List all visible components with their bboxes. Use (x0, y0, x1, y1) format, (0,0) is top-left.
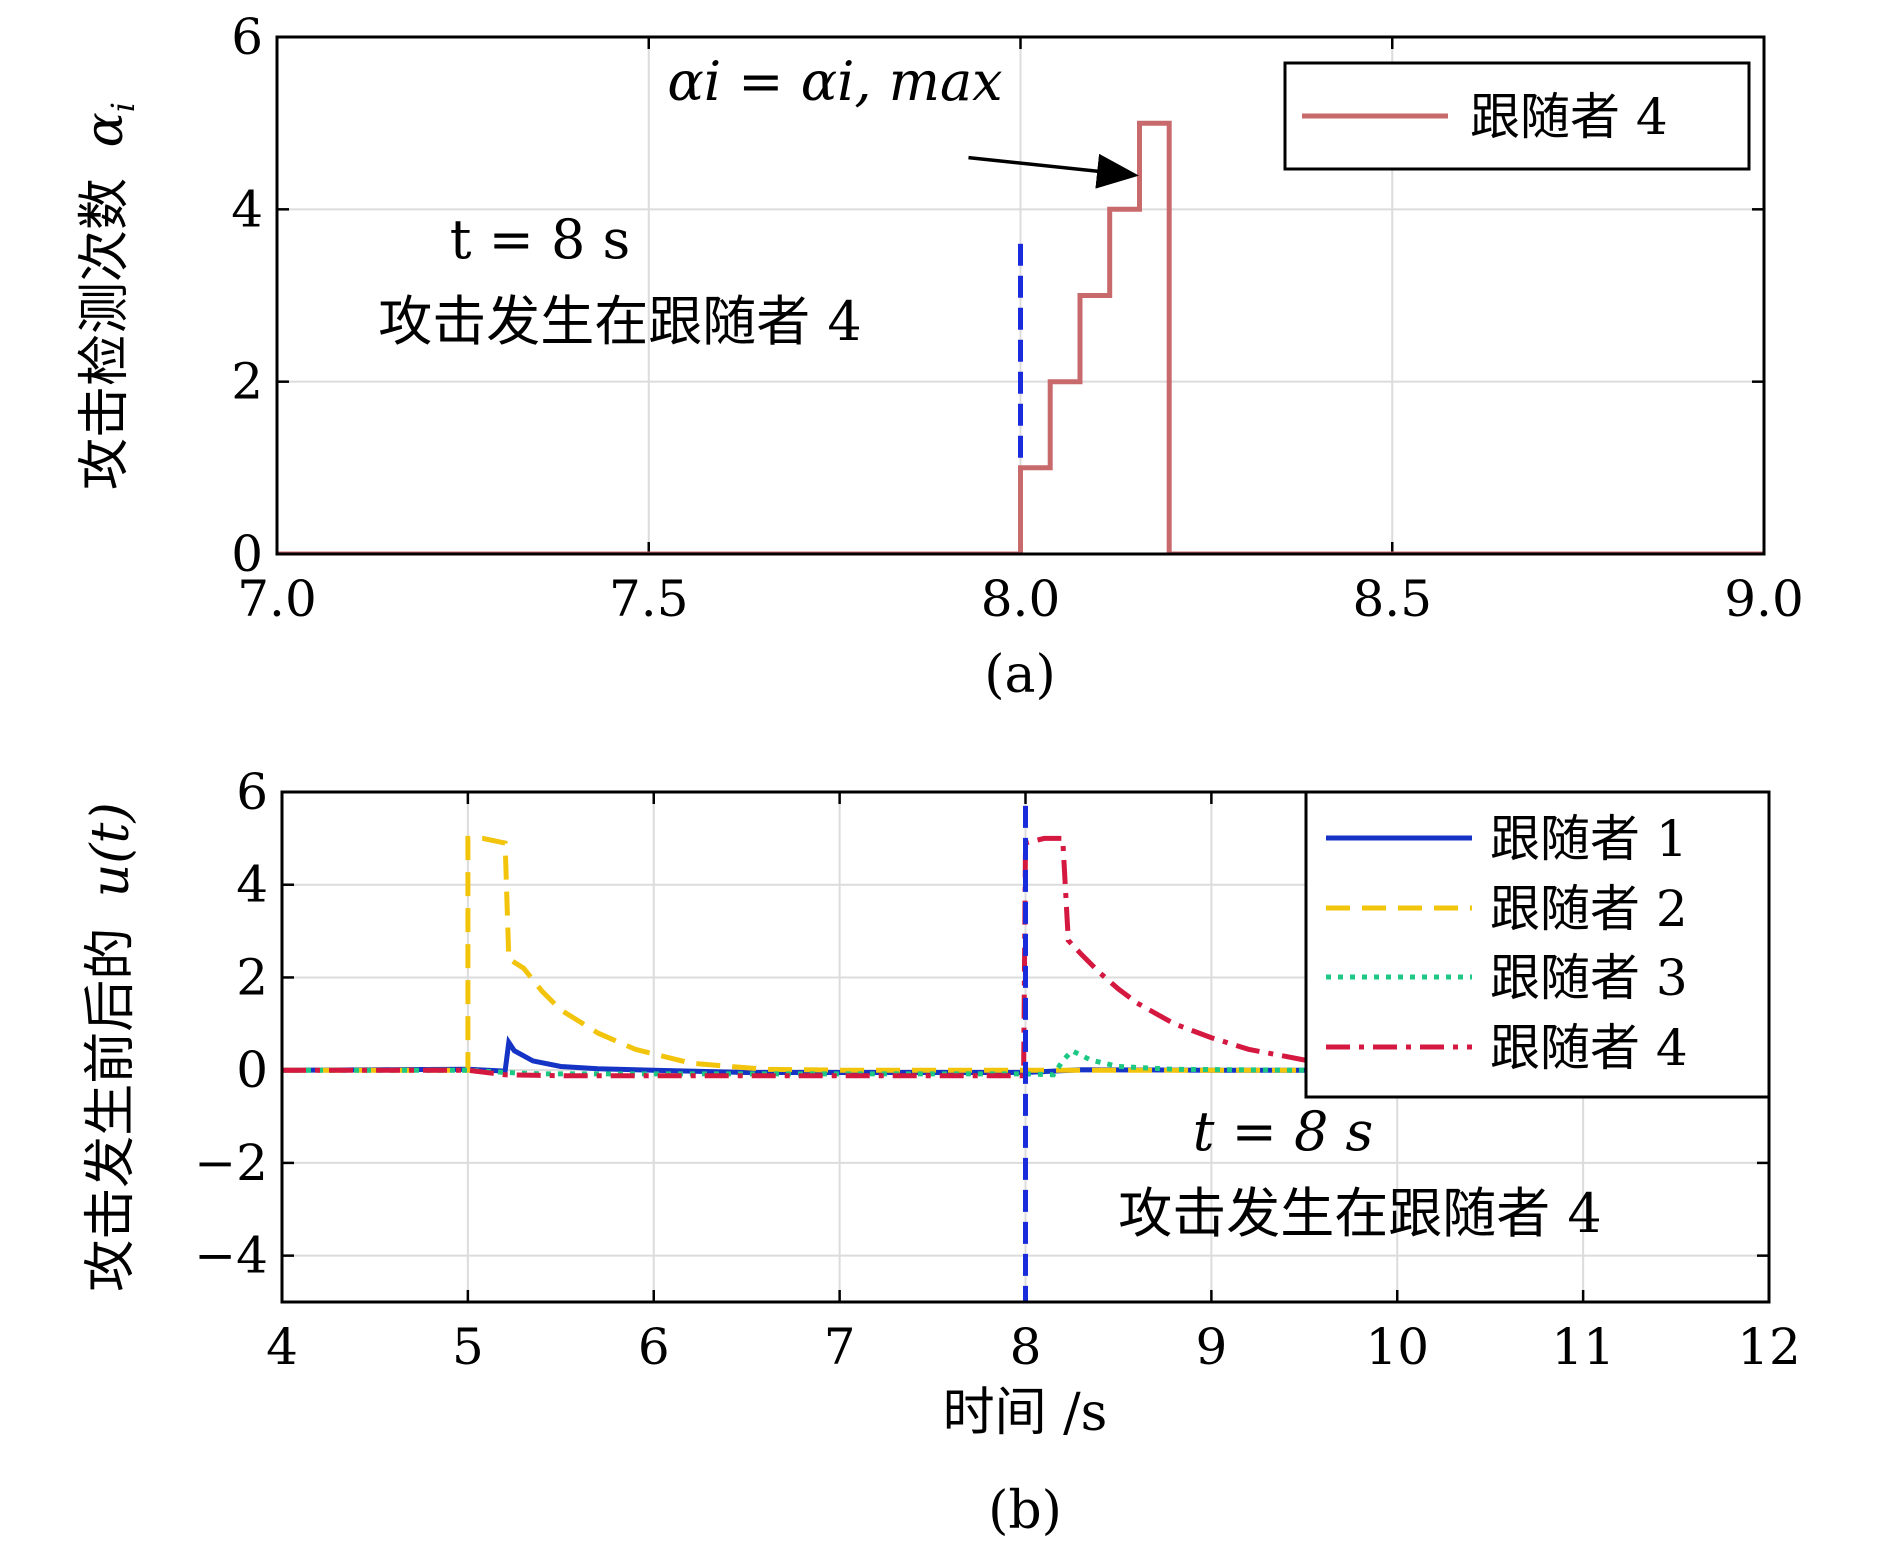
panel-b-xtick-label: 6 (638, 1318, 670, 1376)
panel-a-ylabel-subscript: i (104, 102, 142, 112)
panel-b-legend-label-follower-1: 跟随者 1 (1490, 810, 1688, 868)
panel-b-ytick-label: −4 (194, 1227, 268, 1285)
panel-b-ytick-label: 0 (236, 1041, 268, 1099)
panel-b-xtick-label: 12 (1737, 1318, 1801, 1376)
panel-b-ylabel-text: 攻击发生前后的 (81, 928, 141, 1292)
panel-b: 4 5 6 7 8 9 10 11 12 −4 −2 0 2 4 6 攻击发生前后的 u(t) t = 8 … (81, 763, 1801, 1541)
panel-b-series-follower-3 (282, 1047, 1769, 1078)
panel-a-plot-frame (275, 35, 1766, 556)
panel-b-xtick-label: 9 (1195, 1318, 1227, 1376)
panel-a-ylabel-text: 攻击检测次数 (75, 178, 135, 490)
panel-a-xtick-label: 8.5 (1352, 570, 1432, 628)
panel-a-time-label: t = 8 s (450, 208, 631, 271)
panel-a: 7.0 7.5 8.0 8.5 9.0 0 2 4 6 攻击检测次数 αi t = 8 s 攻击… (75, 8, 1804, 705)
panel-a-legend: 跟随者 4 (1283, 61, 1751, 171)
panel-b-ylabel: 攻击发生前后的 u(t) (81, 802, 141, 1292)
svg-text:攻击发生前后的 u(t): 攻击发生前后的 u(t) (81, 802, 141, 1292)
svg-text:攻击检测次数 αi: 攻击检测次数 αi (75, 102, 142, 490)
panel-b-ytick-label: 6 (236, 763, 268, 821)
panel-a-ticks: 7.0 7.5 8.0 8.5 9.0 0 2 4 6 (231, 8, 1804, 628)
panel-b-xtick-label: 8 (1010, 1318, 1042, 1376)
panel-a-xtick-label: 7.5 (609, 570, 689, 628)
panel-b-event-label: 攻击发生在跟随者 4 (1118, 1182, 1602, 1245)
panel-a-ytick-label: 6 (231, 8, 263, 66)
panel-a-legend-label-follower-4: 跟随者 4 (1470, 88, 1668, 146)
panel-a-max-arrow (968, 153, 1139, 189)
panel-b-ytick-label: 4 (236, 856, 268, 914)
panel-b-xtick-label: 5 (452, 1318, 484, 1376)
panel-b-xtick-label: 4 (266, 1318, 298, 1376)
panel-a-series-follower-4 (277, 120, 1764, 554)
panel-a-ylabel-symbol: α (75, 112, 135, 147)
panel-b-xtick-label: 10 (1365, 1318, 1429, 1376)
panel-a-max-label: αi = αi, max (667, 50, 1002, 113)
panel-b-caption: (b) (988, 1481, 1062, 1541)
panel-a-ytick-label: 4 (231, 180, 263, 238)
panel-b-ytick-label: −2 (194, 1134, 268, 1192)
panel-a-ytick-label: 2 (231, 353, 263, 411)
panel-a-ytick-label: 0 (231, 525, 263, 583)
panel-b-legend-label-follower-2: 跟随者 2 (1490, 880, 1688, 938)
panel-b-xlabel: 时间 /s (943, 1383, 1108, 1443)
panel-b-xtick-label: 11 (1551, 1318, 1615, 1376)
panel-b-xtick-label: 7 (824, 1318, 856, 1376)
panel-a-xtick-label: 7.0 (237, 570, 317, 628)
panel-b-legend-label-follower-3: 跟随者 3 (1490, 949, 1688, 1007)
panel-b-legend: 跟随者 1 跟随者 2 跟随者 3 跟随者 4 (1304, 790, 1771, 1099)
panel-b-legend-label-follower-4: 跟随者 4 (1490, 1019, 1688, 1077)
panel-a-event-label: 攻击发生在跟随者 4 (378, 290, 862, 353)
panel-a-xtick-label: 8.0 (981, 570, 1061, 628)
panel-a-xtick-label: 9.0 (1724, 570, 1804, 628)
panel-a-ylabel: 攻击检测次数 αi (75, 102, 142, 490)
panel-b-ytick-label: 2 (236, 948, 268, 1006)
panel-b-ylabel-symbol: u(t) (81, 802, 141, 897)
panel-b-time-label: t = 8 s (1193, 1100, 1374, 1163)
panel-a-caption: (a) (984, 645, 1056, 705)
